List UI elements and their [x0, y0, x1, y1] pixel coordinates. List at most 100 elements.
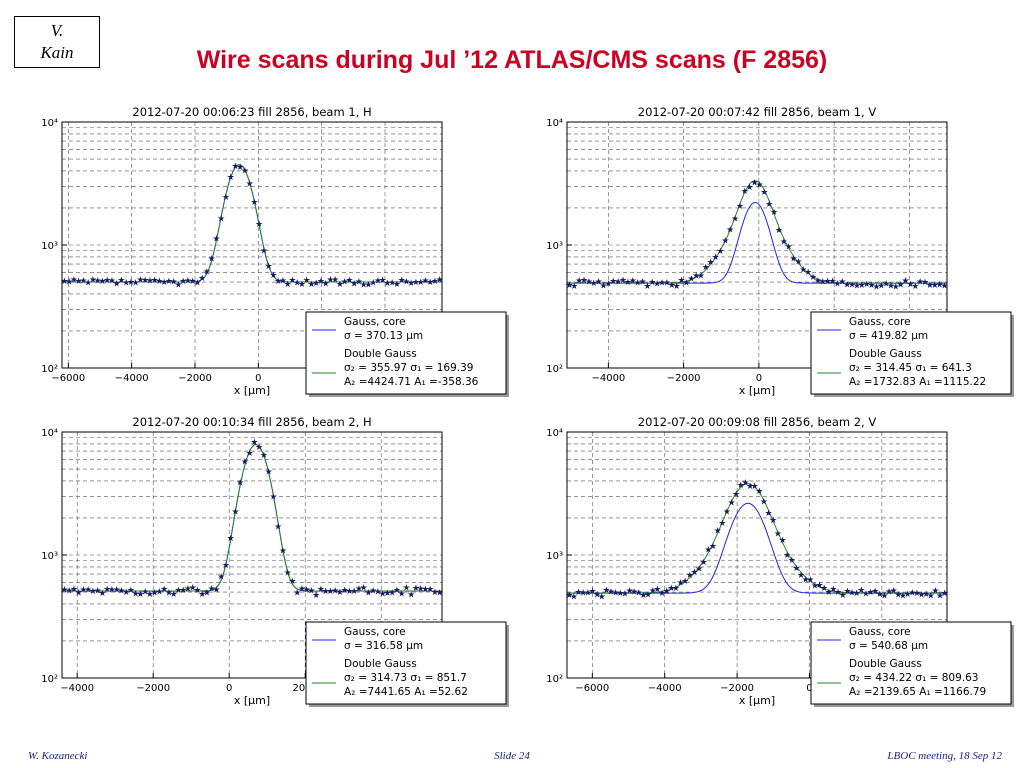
data-point: ★	[360, 281, 368, 291]
data-point: ★	[127, 278, 135, 288]
y-tick-label: 10²	[41, 674, 58, 685]
data-point: ★	[103, 585, 111, 595]
data-point: ★	[279, 546, 287, 556]
author-initial: V.	[50, 21, 64, 40]
legend: Gauss, core σ = 370.13 μm Double Gauss σ₂ =…	[305, 311, 509, 397]
data-point: ★	[936, 281, 944, 291]
legend-double-amps: A₂ =7441.65 A₁ =52.62	[344, 686, 468, 698]
data-point: ★	[113, 585, 121, 595]
data-point: ★	[726, 225, 734, 235]
data-point: ★	[565, 591, 573, 601]
data-point: ★	[298, 584, 306, 594]
x-tick-label: −6000	[51, 373, 85, 384]
data-point: ★	[775, 226, 783, 236]
data-point: ★	[260, 451, 268, 461]
data-point: ★	[212, 585, 220, 595]
data-point: ★	[379, 276, 387, 286]
data-point: ★	[379, 589, 387, 599]
x-tick-label: 0	[255, 373, 261, 384]
x-axis-label: x [μm]	[739, 384, 775, 397]
data-point: ★	[829, 585, 837, 595]
data-point: ★	[98, 277, 106, 287]
data-point: ★	[667, 584, 675, 594]
data-point: ★	[604, 279, 612, 289]
wire-scan-chart: 2012-07-20 00:06:23 fill 2856, beam 1, H…	[41, 105, 509, 397]
data-point: ★	[326, 587, 334, 597]
data-point: ★	[265, 262, 273, 272]
data-point: ★	[880, 592, 888, 602]
data-point: ★	[417, 585, 425, 595]
data-point: ★	[614, 278, 622, 288]
y-tick-label: 10³	[546, 241, 563, 252]
data-point: ★	[322, 587, 330, 597]
data-point: ★	[704, 546, 712, 556]
data-point: ★	[911, 282, 919, 292]
data-point: ★	[695, 564, 703, 574]
data-point: ★	[853, 282, 861, 292]
legend: Gauss, core σ = 419.82 μm Double Gauss σ₂ =…	[810, 311, 1014, 397]
data-point: ★	[383, 589, 391, 599]
data-point: ★	[887, 282, 895, 292]
data-point: ★	[284, 280, 292, 290]
plot-panel-beam2-h: 2012-07-20 00:10:34 fill 2856, beam 2, H…	[20, 410, 510, 710]
data-point: ★	[723, 507, 731, 517]
data-point: ★	[658, 589, 666, 599]
data-point: ★	[630, 588, 638, 598]
data-point: ★	[643, 282, 651, 292]
data-point: ★	[146, 277, 154, 287]
data-point: ★	[871, 587, 879, 597]
x-tick-label: −2000	[667, 373, 701, 384]
data-point: ★	[431, 588, 439, 598]
data-point: ★	[765, 200, 773, 210]
data-point: ★	[402, 584, 410, 594]
legend-double-sigmas: σ₂ = 355.97 σ₁ = 169.39	[344, 362, 474, 374]
data-point: ★	[174, 586, 182, 596]
data-point: ★	[941, 589, 949, 599]
legend-gauss-sigma: σ = 419.82 μm	[849, 330, 928, 342]
data-point: ★	[312, 279, 320, 289]
data-point: ★	[412, 584, 420, 594]
legend-double-amps: A₂ =2139.65 A₁ =1166.79	[849, 686, 986, 698]
data-point: ★	[231, 162, 239, 172]
data-point: ★	[374, 277, 382, 287]
data-point: ★	[580, 276, 588, 286]
data-point: ★	[916, 277, 924, 287]
series-double-gauss-line	[62, 164, 442, 283]
data-point: ★	[653, 279, 661, 289]
data-point: ★	[718, 519, 726, 529]
data-point: ★	[336, 280, 344, 290]
data-point: ★	[84, 585, 92, 595]
data-point: ★	[141, 276, 149, 286]
data-point: ★	[331, 276, 339, 286]
data-point: ★	[584, 588, 592, 598]
footer-slide-number: Slide 24	[494, 750, 530, 762]
data-point: ★	[936, 592, 944, 602]
data-point: ★	[60, 586, 68, 596]
data-point: ★	[862, 590, 870, 600]
data-point: ★	[899, 591, 907, 601]
data-point: ★	[364, 281, 372, 291]
data-point: ★	[709, 542, 717, 552]
data-point: ★	[731, 215, 739, 225]
series-double-gauss-line	[567, 180, 947, 284]
data-point: ★	[303, 276, 311, 286]
data-point: ★	[227, 534, 235, 544]
data-point: ★	[843, 587, 851, 597]
data-point: ★	[236, 163, 244, 173]
data-point: ★	[697, 271, 705, 281]
x-tick-label: −4000	[591, 373, 625, 384]
data-point: ★	[355, 584, 363, 594]
data-point: ★	[811, 581, 819, 591]
data-point: ★	[179, 277, 187, 287]
data-point: ★	[690, 568, 698, 578]
data-point: ★	[809, 273, 817, 283]
data-point: ★	[132, 589, 140, 599]
data-point: ★	[269, 271, 277, 281]
data-point: ★	[931, 586, 939, 596]
data-point: ★	[774, 529, 782, 539]
data-point: ★	[255, 220, 263, 230]
data-point: ★	[222, 193, 230, 203]
data-point: ★	[626, 587, 634, 597]
data-point: ★	[189, 584, 197, 594]
data-point: ★	[75, 277, 83, 287]
